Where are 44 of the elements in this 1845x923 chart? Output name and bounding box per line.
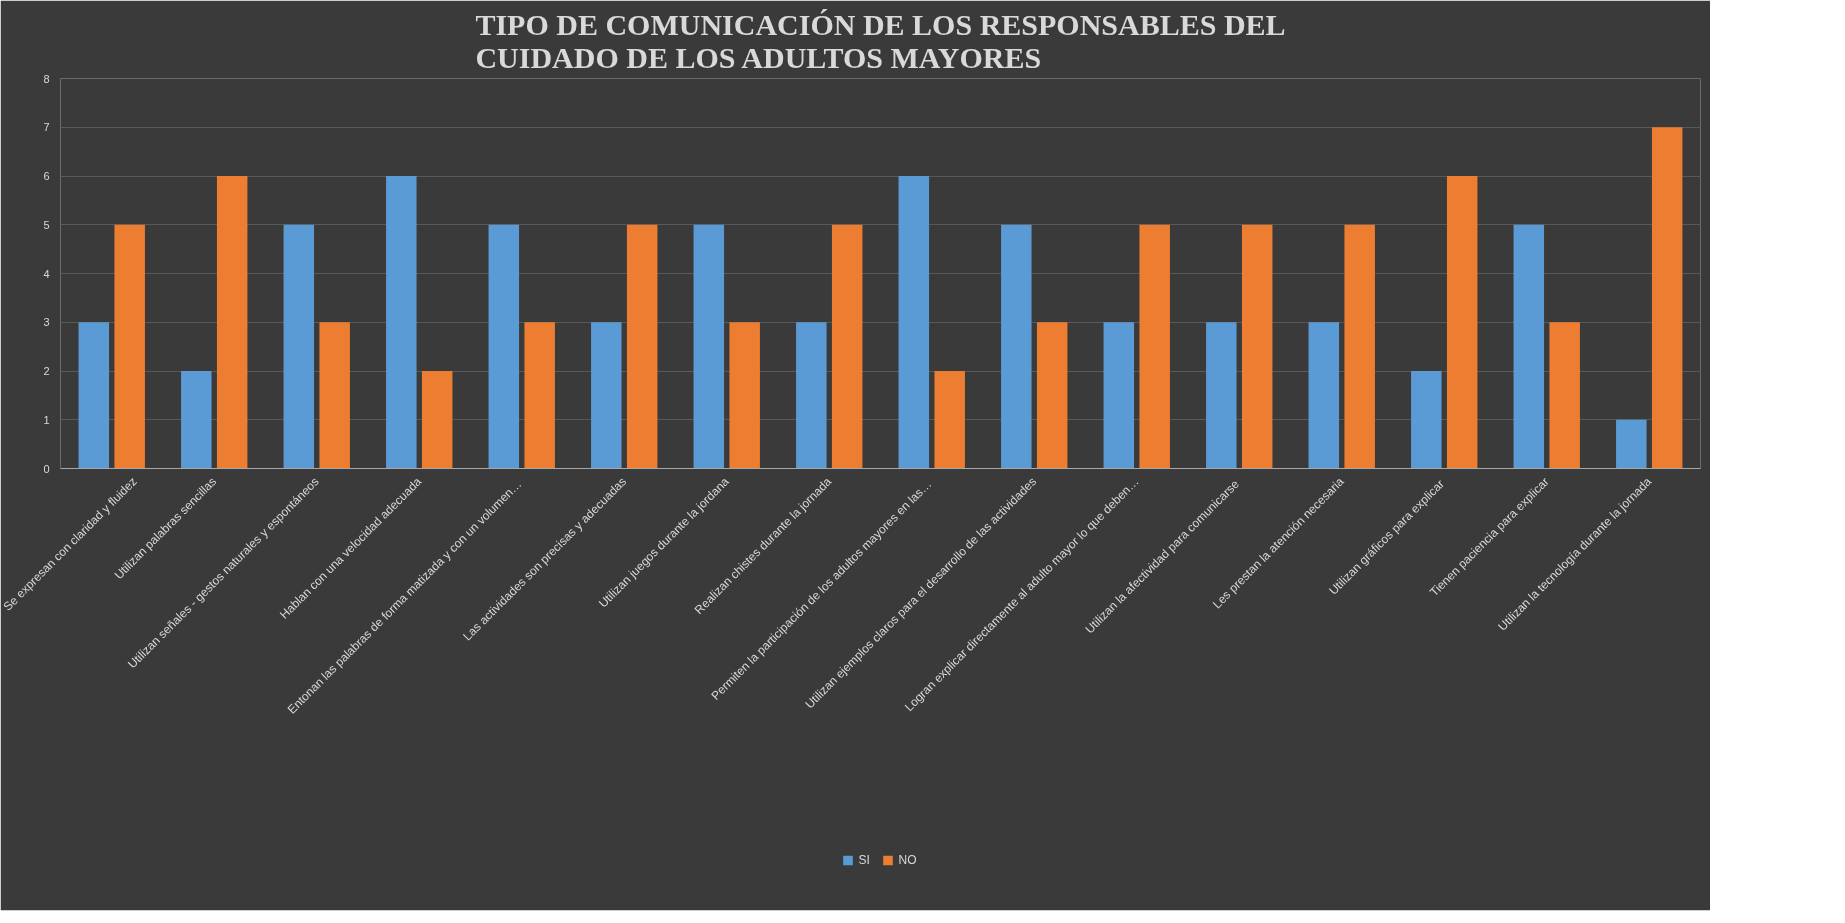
bar [1308,322,1340,469]
y-tick-label: 3 [43,316,50,329]
bar [1241,224,1273,469]
bar [1206,322,1237,469]
y-tick-label: 0 [43,462,50,475]
bar [1103,322,1135,469]
chart-title: TIPO DE COMUNICACIÓN DE LOS RESPONSABLES DEL CUIDADO DE LOS ADULTOS MAYORES [475,7,1286,74]
legend-label: SI [858,853,871,867]
y-tick-label: 7 [43,121,50,134]
y-tick-label: 1 [43,413,50,426]
bar [524,322,555,469]
bar [78,322,110,469]
bar [1549,322,1580,469]
bar [1411,371,1442,469]
bar [216,176,248,469]
bar [181,371,212,469]
bar [386,176,417,469]
bar [1446,176,1478,469]
bar [626,224,658,469]
bar [1513,224,1545,469]
bar [488,224,520,469]
y-tick-label: 6 [43,170,50,182]
y-tick-label: 2 [43,365,50,377]
bar [283,224,315,469]
bar [1139,224,1170,469]
bar [1616,419,1647,469]
bar [114,224,145,469]
bar [729,322,760,469]
bar [1651,127,1683,469]
bar [796,322,827,469]
bar [898,176,930,469]
y-tick-label: 4 [43,267,50,280]
bar [831,224,863,469]
bar [934,371,965,469]
bar [693,224,725,469]
bar [319,322,350,469]
bar [591,322,622,469]
bar [421,371,453,469]
bar [1036,322,1068,469]
bar [1344,224,1375,469]
y-tick-label: 8 [43,72,50,85]
bar [1001,224,1032,469]
y-tick-label: 5 [43,218,50,231]
legend-label: NO [898,853,918,867]
